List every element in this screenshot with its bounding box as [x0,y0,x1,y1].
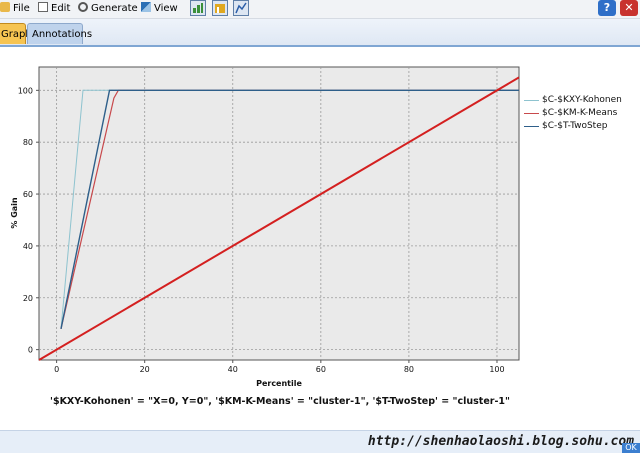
menu-edit-label: Edit [51,3,71,14]
chart-legend: $C-$KXY-Kohonen $C-$KM-K-Means $C-$T-Two… [524,94,622,133]
tab-strip: Graph Annotations [0,19,640,47]
series-lines [38,76,520,361]
tab-annotations-label: Annotations [32,29,93,40]
condition-expression: '$KXY-Kohonen' = "X=0, Y=0", '$KM-K-Mean… [50,396,510,407]
legend-swatch-kohonen [524,100,539,101]
chart-icon [193,3,203,13]
x-tick-label: 60 [316,365,326,374]
ok-button-label: OK [625,443,637,452]
series-line-twostep [60,89,519,330]
menu-view-label: View [154,3,178,14]
chart-icon [235,2,247,14]
watermark-text: http://shenhaolaoshi.blog.sohu.com [367,434,634,449]
y-tick-label: 0 [28,346,33,355]
menu-file-label: File [13,3,30,14]
x-tick-label: 20 [140,365,150,374]
menu-file[interactable]: File [0,2,30,16]
file-icon [0,2,10,12]
toolbar-chart-button-1[interactable] [190,0,206,16]
view-icon [141,2,151,12]
axis-ticks: 0 20 40 60 80 100 0 20 40 60 80 100 [18,86,505,374]
legend-swatch-kmeans [524,113,539,114]
toolbar-chart-button-3[interactable] [233,0,249,16]
x-tick-label: 100 [489,365,504,374]
legend-item-twostep: $C-$T-TwoStep [524,120,622,133]
edit-icon [38,2,48,12]
x-tick-label: 80 [404,365,414,374]
tab-graph-label: Graph [1,29,32,40]
y-tick-label: 60 [23,190,33,199]
toolbar-chart-button-2[interactable] [212,0,228,16]
menu-view[interactable]: View [141,2,178,16]
menu-generate-label: Generate [91,3,138,14]
tab-annotations[interactable]: Annotations [27,23,92,44]
generate-icon [78,2,88,12]
series-line-baseline [38,76,520,361]
legend-label-kmeans: $C-$KM-K-Means [542,108,618,118]
close-button[interactable]: ✕ [620,0,638,16]
menu-edit[interactable]: Edit [38,2,70,16]
legend-label-twostep: $C-$T-TwoStep [542,121,608,131]
y-tick-label: 80 [23,138,33,147]
y-axis-label: % Gain [10,197,19,229]
y-tick-label: 20 [23,294,33,303]
legend-label-kohonen: $C-$KXY-Kohonen [542,95,622,105]
y-tick-label: 40 [23,242,33,251]
status-bar: http://shenhaolaoshi.blog.sohu.com OK [0,430,640,453]
y-tick-label: 100 [18,86,33,95]
x-tick-label: 0 [54,365,59,374]
plot-area [38,66,520,361]
legend-item-kohonen: $C-$KXY-Kohonen [524,94,622,107]
chart-icon [215,4,225,13]
menu-generate[interactable]: Generate [78,2,138,16]
legend-item-kmeans: $C-$KM-K-Means [524,107,622,120]
close-icon: ✕ [624,1,634,14]
tab-graph[interactable]: Graph [0,23,32,44]
help-button[interactable]: ? [598,0,616,16]
ok-button[interactable]: OK [622,443,640,453]
menu-bar: File Edit Generate View ? ✕ [0,0,640,19]
help-icon: ? [603,1,611,14]
x-tick-label: 40 [228,365,238,374]
legend-swatch-twostep [524,126,539,127]
x-axis-label: Percentile [256,379,302,388]
